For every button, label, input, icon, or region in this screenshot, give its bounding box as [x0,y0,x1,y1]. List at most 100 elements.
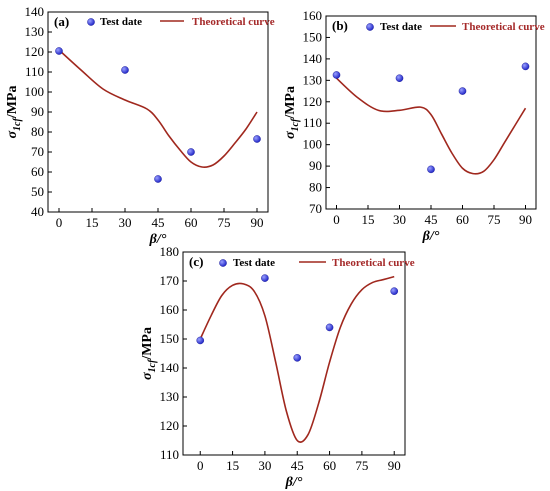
y-tick-label: 110 [303,115,322,130]
plot-frame [325,15,537,210]
x-tick-label: 15 [226,458,239,473]
plot-frame [182,251,406,456]
x-tick-label: 45 [291,458,304,473]
x-tick-label: 0 [56,215,63,230]
test-data-point [154,175,162,183]
chart-panel-a: 40 50 60 70 80 90 100 110 120 130 140 0 15 30 45 60 75 90… [5,4,275,247]
y-axis-label-subscript: 1cf [12,117,23,131]
x-tick-label: 30 [119,215,132,230]
y-tick-label: 100 [25,84,45,99]
y-tick-label: 70 [309,201,322,216]
x-tick-label: 90 [519,212,532,227]
test-data-point [196,336,205,345]
x-axis-label: β/° [149,232,167,247]
test-data-point [332,71,341,79]
legend-test-date-label: Test date [100,16,142,28]
y-tick-label: 60 [31,164,44,179]
legend-theoretical-curve-label: Theoretical curve [462,21,545,33]
y-axis-label: σ1cf/MPa [283,86,301,139]
chart-panel-c: 110 120 130 140 150 160 170 180 0 15 30 45 60 75 90 β/°… [140,244,415,490]
y-tick-label: 110 [160,447,179,462]
test-data-point [293,354,302,362]
y-tick-label: 90 [309,158,322,173]
x-tick-label: 45 [152,215,165,230]
x-tick-label: 75 [218,215,231,230]
y-axis-label-symbol: σ [140,372,155,380]
test-data-point [395,74,404,82]
y-tick-label: 140 [303,51,323,66]
test-data-point [187,148,195,156]
test-data-point [325,323,334,332]
test-data-point [458,87,467,95]
y-tick-label: 70 [31,144,44,159]
y-tick-label: 150 [303,29,323,44]
legend-point-marker [219,259,227,267]
x-tick-label: 30 [258,458,271,473]
y-axis-label-subscript: 1cf [290,117,301,131]
y-axis-label-unit: /MPa [140,327,155,361]
test-data-point [390,287,399,295]
y-tick-label: 130 [160,389,180,404]
test-data-point [55,47,63,55]
legend-theoretical-curve-label: Theoretical curve [192,16,275,28]
y-axis-label-unit: /MPa [283,86,298,120]
x-tick-label: 75 [488,212,501,227]
legend-test-date-label: Test date [380,21,422,33]
y-axis-label-unit: /MPa [5,86,20,120]
y-axis-label: σ1cf/MPa [5,86,23,139]
x-axis-label: β/° [422,229,440,244]
x-tick-label: 75 [355,458,368,473]
y-tick-label: 140 [25,4,45,19]
y-tick-label: 120 [25,44,45,59]
y-tick-label: 130 [25,24,45,39]
test-data-point [427,165,435,174]
x-axis-label: β/° [285,475,303,490]
x-tick-label: 30 [393,212,406,227]
panel-tag: (b) [332,18,348,33]
x-tick-label: 60 [185,215,198,230]
x-tick-label: 15 [86,215,99,230]
x-tick-label: 0 [333,212,340,227]
y-tick-label: 90 [31,104,44,119]
x-tick-label: 60 [456,212,469,227]
y-tick-label: 110 [25,64,44,79]
y-tick-label: 40 [31,204,44,219]
theoretical-curve-line [199,275,395,443]
panel-tag: (a) [54,14,69,29]
y-axis-label-symbol: σ [5,130,20,138]
y-tick-label: 120 [303,94,323,109]
test-data-point [261,274,269,282]
y-tick-label: 50 [31,184,44,199]
legend-point-marker [87,18,95,26]
y-tick-label: 130 [303,72,323,87]
y-axis-label: σ1cf/MPa [140,327,158,380]
theoretical-curve-line [335,77,527,175]
x-tick-label: 45 [425,212,438,227]
legend-test-date-label: Test date [233,257,275,269]
y-tick-label: 80 [31,124,44,139]
y-tick-label: 120 [160,418,180,433]
y-tick-label: 100 [303,137,323,152]
legend-point-marker [366,23,374,31]
x-tick-label: 15 [362,212,375,227]
y-tick-label: 180 [160,244,180,259]
y-axis-label-subscript: 1cf [147,358,158,372]
test-data-point [121,66,129,74]
y-tick-label: 140 [160,360,180,375]
chart-panel-b: 70 80 90 100 110 120 130 140 150 160 0 15 30 45 60 75 90… [283,8,545,244]
x-tick-label: 90 [388,458,401,473]
y-tick-label: 150 [160,331,180,346]
test-data-point [521,62,530,71]
x-tick-label: 0 [197,458,204,473]
y-tick-label: 80 [309,180,322,195]
theoretical-curve-line [58,49,258,168]
y-tick-label: 170 [160,273,180,288]
x-tick-label: 90 [251,215,264,230]
panel-tag: (c) [189,254,203,269]
test-data-point [253,135,261,143]
y-tick-label: 160 [303,8,323,23]
y-axis-label-symbol: σ [283,131,298,139]
legend-theoretical-curve-label: Theoretical curve [332,257,415,269]
x-tick-label: 60 [323,458,336,473]
